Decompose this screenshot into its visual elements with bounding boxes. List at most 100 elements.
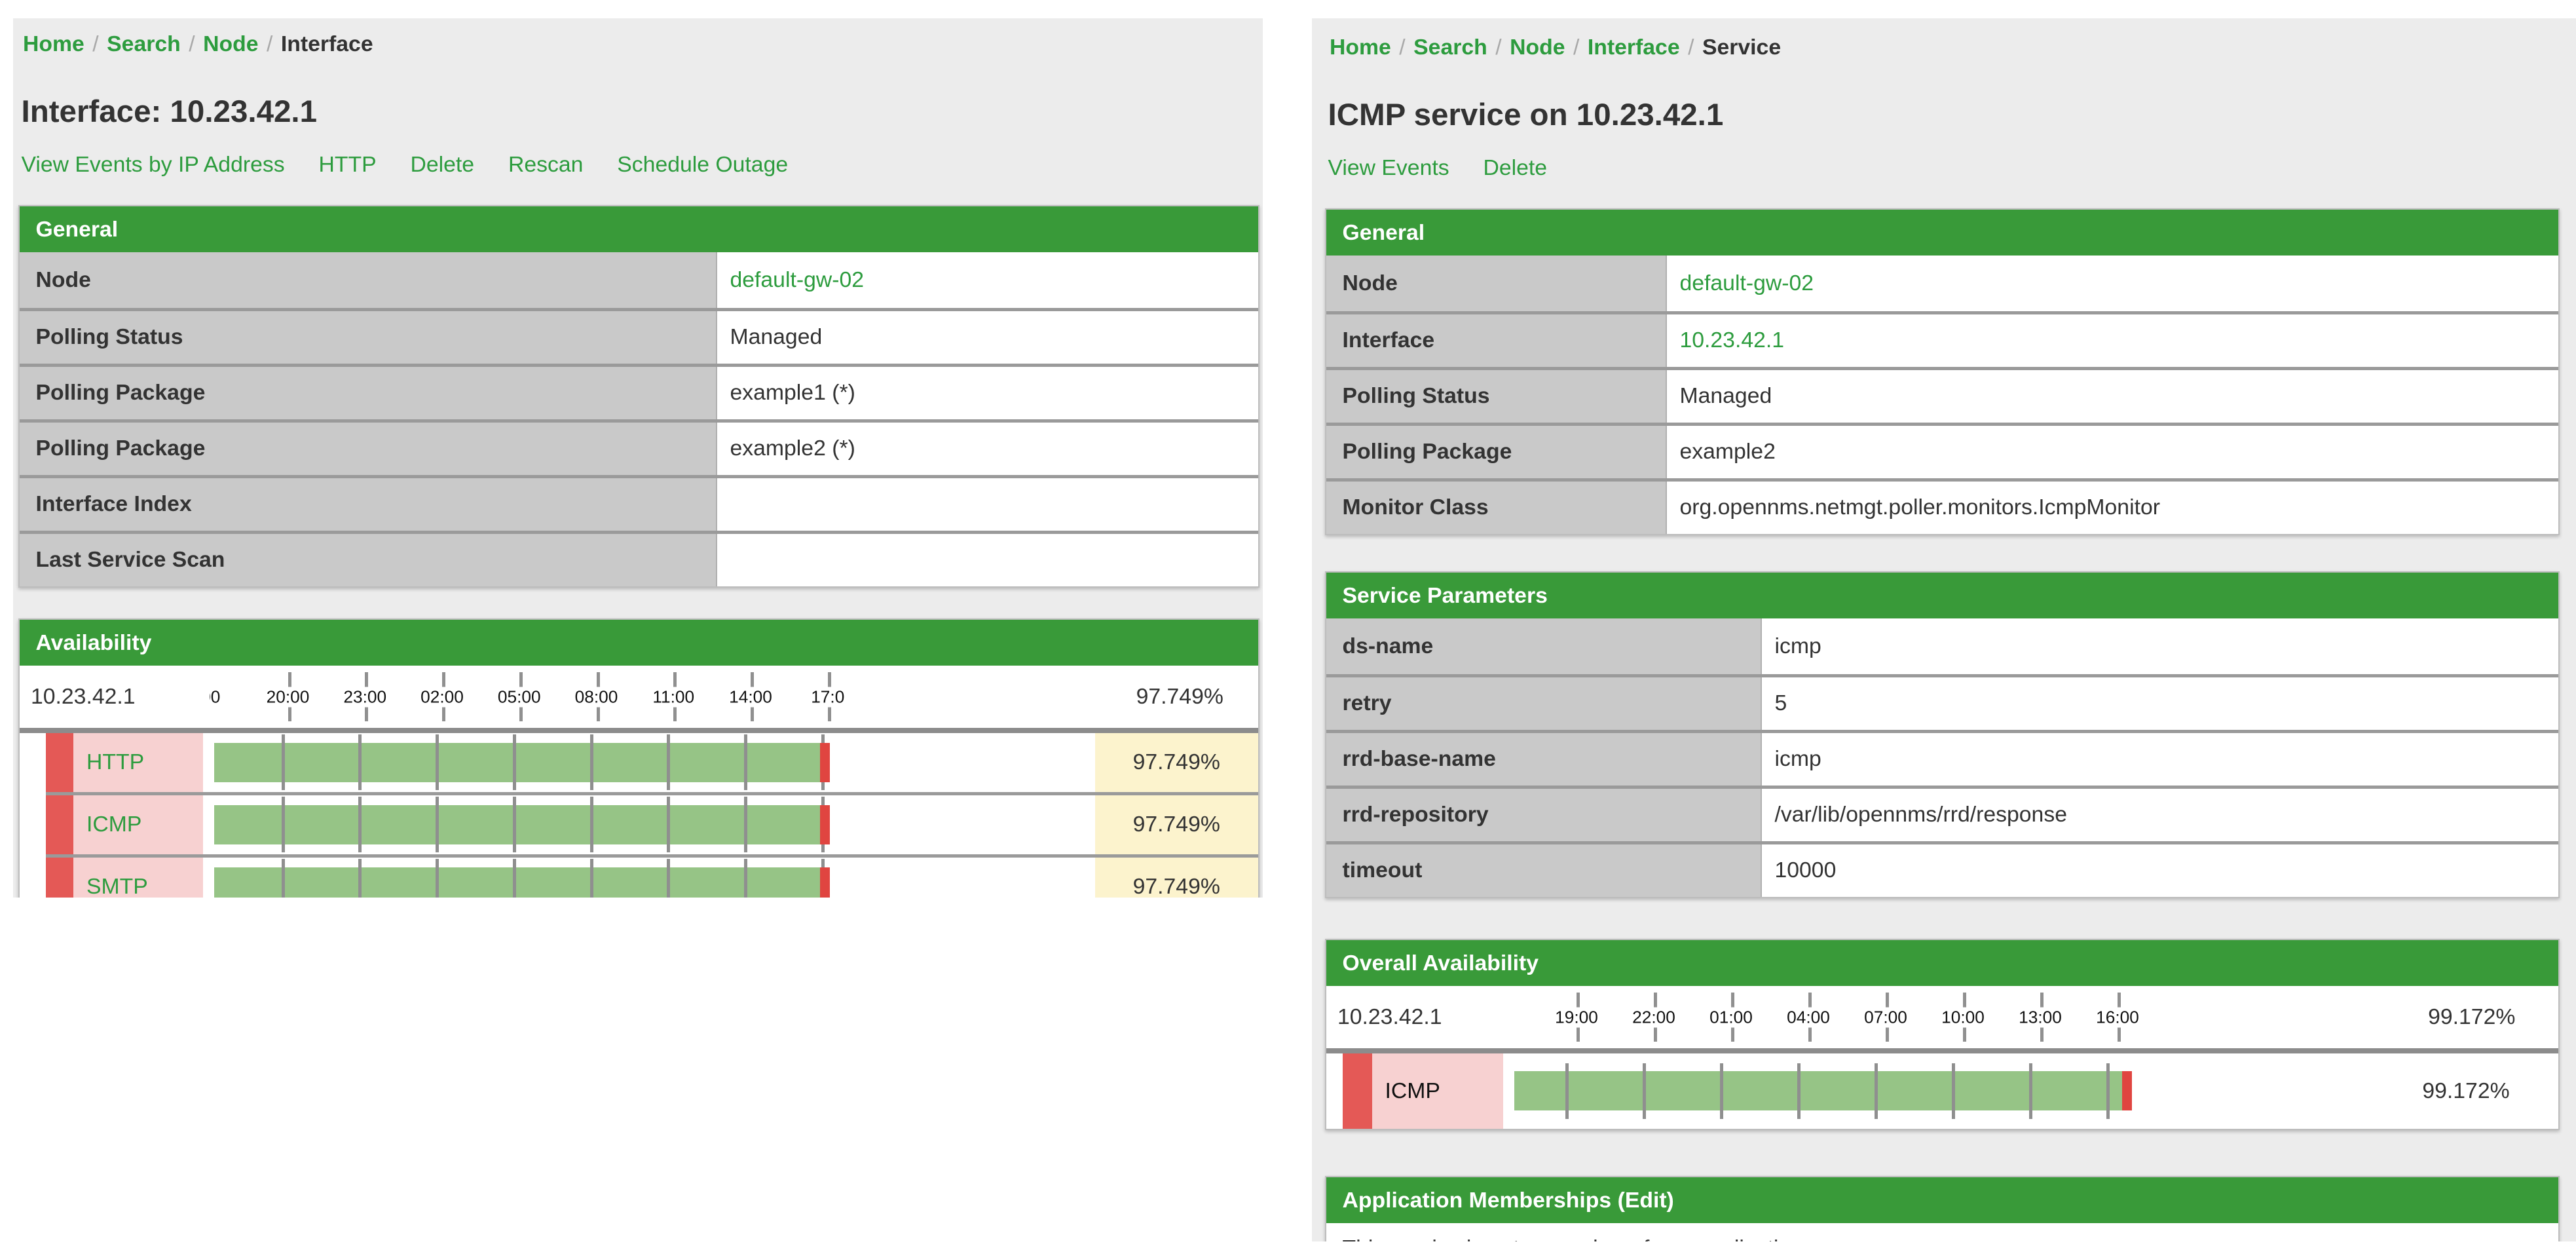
axis-tick-label: 23:00 — [340, 687, 390, 707]
axis-tick-label: 01:00 — [1706, 1007, 1756, 1027]
edit-applications-link[interactable]: (Edit) — [1617, 1187, 1674, 1213]
schedule-outage-link[interactable]: Schedule Outage — [617, 152, 789, 177]
http-link[interactable]: HTTP — [318, 152, 377, 177]
row-value: Managed — [717, 311, 1258, 364]
time-tick — [744, 859, 747, 898]
time-tick — [512, 859, 516, 898]
row-value: default-gw-02 — [1666, 255, 2558, 311]
divider — [45, 791, 1258, 795]
time-tick — [358, 797, 362, 852]
panel-header: Application Memberships (Edit) — [1326, 1177, 2558, 1223]
service-parameters-panel: Service Parameters ds-name icmp retry 5 … — [1324, 571, 2560, 898]
axis-tick-label: 10:00 — [1938, 1007, 1988, 1027]
row-label: retry — [1326, 677, 1762, 730]
rescan-link[interactable]: Rescan — [508, 152, 584, 177]
node-link[interactable]: default-gw-02 — [730, 267, 865, 292]
axis-tick-label: 05:00 — [494, 687, 544, 707]
panel-header: General — [19, 206, 1258, 252]
page-title: Interface: 10.23.42.1 — [21, 94, 318, 129]
node-link[interactable]: default-gw-02 — [1679, 270, 1814, 295]
availability-overall-value: 97.749% — [1136, 684, 1223, 709]
service-name-cell: HTTP — [73, 732, 203, 792]
panel-header: Overall Availability — [1326, 940, 2558, 986]
delete-link[interactable]: Delete — [1483, 155, 1548, 180]
axis-tick-label: 17:0 — [808, 687, 848, 707]
table-row: Monitor Class org.opennms.netmgt.poller.… — [1326, 478, 2558, 534]
table-row: Node default-gw-02 — [19, 252, 1258, 308]
breadcrumb-link-search[interactable]: Search — [107, 31, 181, 56]
time-tick — [1565, 1063, 1569, 1119]
axis-tick-label: 16:00 — [2093, 1007, 2142, 1027]
view-events-link[interactable]: View Events — [1328, 155, 1449, 180]
availability-bar — [214, 734, 830, 790]
row-value: org.opennms.netmgt.poller.monitors.IcmpM… — [1666, 481, 2558, 534]
row-label: ds-name — [1326, 618, 1762, 674]
breadcrumb-separator: / — [92, 31, 99, 56]
breadcrumb-link-node[interactable]: Node — [203, 31, 259, 56]
availability-ip: 10.23.42.1 — [1337, 1004, 1442, 1029]
time-tick — [744, 797, 747, 852]
availability-value: 97.749% — [1095, 795, 1258, 854]
table-row: Polling Package example2 (*) — [19, 419, 1258, 475]
panel-header: General — [1326, 209, 2558, 256]
row-value: icmp — [1761, 618, 2558, 674]
service-link-icmp[interactable]: ICMP — [86, 812, 142, 837]
row-value — [717, 478, 1258, 531]
status-strip — [45, 795, 73, 854]
breadcrumb-separator: / — [1573, 35, 1580, 60]
row-spacer — [19, 795, 46, 854]
panel-header: Service Parameters — [1326, 572, 2558, 618]
time-tick — [281, 859, 285, 898]
divider — [1326, 1048, 2558, 1053]
breadcrumb-link-search[interactable]: Search — [1413, 35, 1487, 60]
time-tick — [436, 797, 439, 852]
table-row: Polling Status Managed — [1326, 366, 2558, 423]
time-tick — [1874, 1063, 1878, 1119]
delete-link[interactable]: Delete — [410, 152, 475, 177]
time-tick — [358, 859, 362, 898]
interface-link[interactable]: 10.23.42.1 — [1679, 328, 1785, 352]
outage-marker — [2121, 1071, 2132, 1110]
service-name-cell: ICMP — [73, 795, 203, 854]
availability-axis-row: 10.23.42.1 00 20:00 23:00 02:00 05:00 08:00 11… — [19, 666, 1258, 728]
breadcrumb-link-interface[interactable]: Interface — [1587, 35, 1680, 60]
row-label: Node — [19, 252, 717, 308]
view-events-by-ip-link[interactable]: View Events by IP Address — [21, 152, 285, 177]
panel-header: Availability — [19, 620, 1258, 666]
row-label: Polling Package — [19, 422, 717, 475]
table-row: Polling Package example1 (*) — [19, 363, 1258, 419]
row-value: 10000 — [1761, 844, 2558, 897]
breadcrumb-separator: / — [189, 31, 195, 56]
service-name-cell: SMTP — [73, 857, 203, 898]
row-value: example2 — [1666, 425, 2558, 478]
time-tick — [436, 734, 439, 790]
action-links: View Events by IP Address HTTP Delete Re… — [22, 151, 1260, 179]
table-row: Node default-gw-02 — [1326, 255, 2558, 311]
breadcrumb: Home / Search / Node / Interface — [23, 29, 1260, 59]
time-tick — [667, 734, 671, 790]
divider — [45, 854, 1258, 858]
availability-time-axis: 19:00 22:00 01:00 04:00 07:00 10:00 13:00 16:00 — [1514, 986, 2385, 1048]
availability-row: HTTP 97.749% — [19, 732, 1258, 792]
service-link-http[interactable]: HTTP — [86, 749, 145, 774]
table-row: Last Service Scan — [19, 530, 1258, 586]
row-label: Last Service Scan — [19, 533, 717, 586]
time-tick — [1951, 1063, 1955, 1119]
time-tick — [512, 797, 516, 852]
time-tick — [512, 734, 516, 790]
breadcrumb-link-home[interactable]: Home — [1330, 35, 1391, 60]
panel-header-label: Application Memberships — [1342, 1187, 1612, 1213]
row-value: 10.23.42.1 — [1666, 314, 2558, 367]
row-value — [717, 533, 1258, 586]
status-strip — [1342, 1053, 1372, 1129]
breadcrumb-link-node[interactable]: Node — [1510, 35, 1565, 60]
row-spacer — [1326, 1053, 1343, 1129]
breadcrumb: Home / Search / Node / Interface / Service — [1330, 33, 2560, 62]
availability-row: ICMP 99.172% — [1326, 1053, 2558, 1129]
service-link-smtp[interactable]: SMTP — [86, 874, 148, 898]
interface-page: Home / Search / Node / Interface Interface: 10… — [13, 18, 1263, 898]
breadcrumb-link-home[interactable]: Home — [23, 31, 84, 56]
table-row: Interface 10.23.42.1 — [1326, 311, 2558, 367]
time-tick — [589, 734, 593, 790]
